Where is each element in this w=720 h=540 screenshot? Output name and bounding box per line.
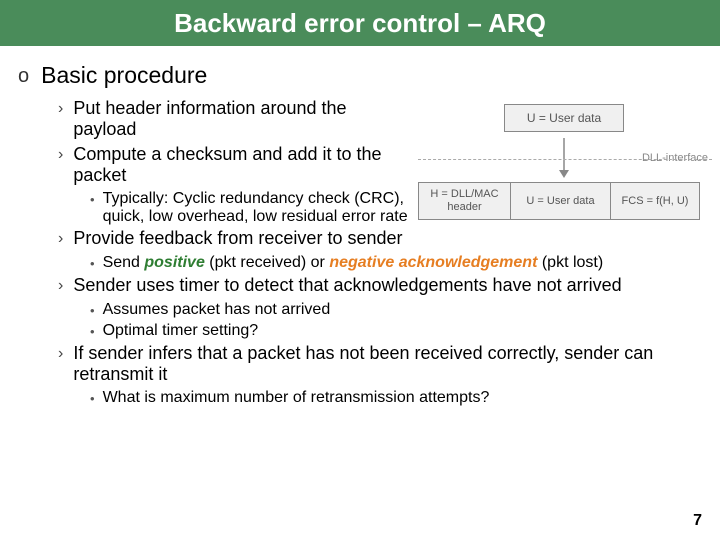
packet-diagram: U = User data DLL-interface H = DLL/MAC … (418, 96, 712, 236)
chevron-icon: › (58, 275, 63, 297)
text-fragment: (pkt lost) (537, 254, 603, 271)
bullet-retransmit: › If sender infers that a packet has not… (58, 343, 702, 385)
text-fragment: (pkt received) or (205, 254, 329, 271)
bullet-text: Typically: Cyclic redundancy check (CRC)… (103, 190, 443, 226)
chevron-icon: › (58, 98, 63, 120)
bullet-text: Assumes packet has not arrived (103, 301, 702, 319)
bullet-text: Sender uses timer to detect that acknowl… (73, 275, 702, 296)
dot-icon: • (90, 190, 95, 209)
diagram-fcs-cell: FCS = f(H, U) (610, 182, 700, 220)
diagram-packet-row: H = DLL/MAC header U = User data FCS = f… (418, 182, 700, 220)
text-fragment: Send (103, 254, 145, 271)
negative-emphasis: negative (329, 254, 394, 271)
bullet-text: Send positive (pkt received) or negative… (103, 254, 702, 272)
bullet-optimal-timer: • Optimal timer setting? (90, 322, 702, 341)
bullet-send-ack: • Send positive (pkt received) or negati… (90, 254, 702, 273)
ack-emphasis: acknowledgement (399, 254, 538, 271)
bullet-text: Put header information around the payloa… (73, 98, 413, 140)
positive-emphasis: positive (144, 254, 204, 271)
diagram-dashed-line (418, 159, 712, 160)
diagram-header-cell: H = DLL/MAC header (418, 182, 510, 220)
dot-icon: • (90, 301, 95, 320)
title-bar: Backward error control – ARQ (0, 0, 720, 46)
heading-basic-procedure: o Basic procedure (18, 62, 702, 90)
page-number: 7 (693, 512, 702, 530)
diagram-dll-label: DLL-interface (642, 152, 708, 164)
diagram-payload-cell: U = User data (510, 182, 610, 220)
chevron-icon: › (58, 343, 63, 365)
heading-text: Basic procedure (41, 62, 702, 89)
bullet-assume-lost: • Assumes packet has not arrived (90, 301, 702, 320)
dot-icon: • (90, 254, 95, 273)
slide-title: Backward error control – ARQ (174, 8, 546, 39)
dot-icon: • (90, 322, 95, 341)
arrow-down-icon (556, 138, 572, 178)
diagram-user-data-box: U = User data (504, 104, 624, 132)
bullet-timer: › Sender uses timer to detect that ackno… (58, 275, 702, 297)
dot-icon: • (90, 389, 95, 408)
bullet-max-attempts: • What is maximum number of retransmissi… (90, 389, 702, 408)
bullet-text: What is maximum number of retransmission… (103, 389, 702, 407)
bullet-text: Compute a checksum and add it to the pac… (73, 144, 413, 186)
bullet-circle: o (18, 62, 29, 90)
chevron-icon: › (58, 228, 63, 250)
chevron-icon: › (58, 144, 63, 166)
bullet-text: If sender infers that a packet has not b… (73, 343, 702, 385)
bullet-text: Optimal timer setting? (103, 322, 702, 340)
